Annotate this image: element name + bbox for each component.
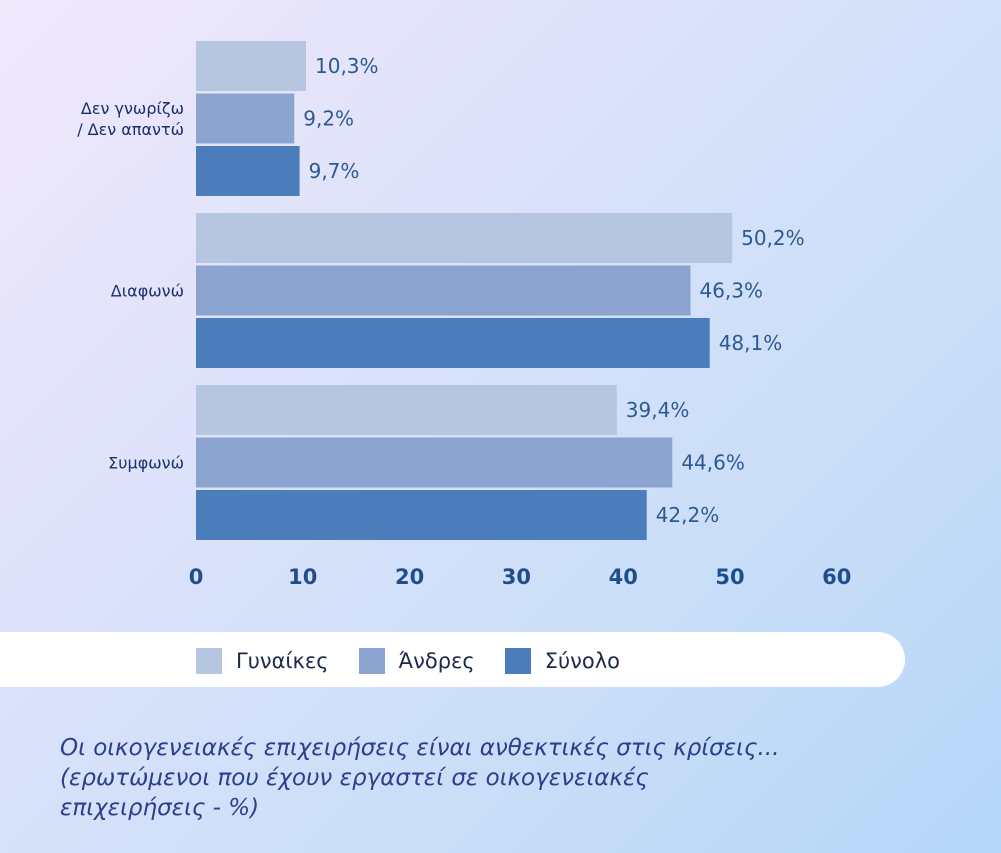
legend-swatch-men [358, 648, 385, 674]
category-label-disagree: Διαφωνώ [111, 282, 184, 301]
category-label-dont-know: Δεν γνωρίζω / Δεν απαντώ [77, 99, 184, 139]
legend-label-women: Γυναίκες [236, 649, 329, 673]
value-label-disagree-total: 48,1% [719, 331, 783, 355]
x-tick-label-30: 30 [502, 565, 531, 589]
x-tick-label-50: 50 [715, 565, 744, 589]
legend: Γυναίκες Άνδρες Σύνολο [196, 648, 620, 674]
value-label-agree-total: 42,2% [656, 503, 720, 527]
category-label-line: / Δεν απαντώ [77, 120, 184, 139]
bar-chart: 10,3% 9,2% 9,7% Δεν γνωρίζω / Δεν απαντώ 50,2… [77, 41, 851, 589]
chart-caption: Οι οικογενειακές επιχειρήσεις είναι ανθε… [60, 733, 860, 823]
value-label-dont-know-women: 10,3% [315, 54, 379, 78]
caption-line-2: (ερωτώμενοι που έχουν εργαστεί σε οικογε… [60, 765, 649, 791]
value-label-agree-men: 44,6% [681, 451, 745, 475]
legend-item-total: Σύνολο [504, 648, 620, 674]
bar-agree-total [196, 490, 647, 540]
value-label-disagree-women: 50,2% [741, 226, 805, 250]
bar-dont-know-total [196, 146, 300, 196]
bar-disagree-women [196, 213, 733, 263]
x-tick-label-60: 60 [822, 565, 851, 589]
x-tick-label-10: 10 [288, 565, 317, 589]
category-label-agree: Συμφωνώ [108, 454, 184, 473]
category-label-line: Συμφωνώ [108, 454, 184, 473]
value-label-dont-know-men: 9,2% [303, 107, 354, 131]
bar-agree-men [196, 437, 673, 488]
bar-dont-know-men [196, 93, 295, 144]
bar-disagree-men [196, 265, 691, 316]
bar-disagree-total [196, 318, 710, 368]
legend-label-men: Άνδρες [398, 649, 475, 673]
category-label-line: Διαφωνώ [111, 282, 184, 301]
legend-background [0, 632, 905, 687]
value-label-disagree-men: 46,3% [699, 279, 763, 303]
caption-line-1: Οι οικογενειακές επιχειρήσεις είναι ανθε… [60, 735, 780, 761]
value-label-agree-women: 39,4% [626, 398, 690, 422]
bar-dont-know-women [196, 41, 307, 91]
x-tick-label-40: 40 [609, 565, 638, 589]
category-label-line: Δεν γνωρίζω [81, 99, 184, 118]
caption-line-3: επιχειρήσεις - %) [60, 795, 260, 821]
value-label-dont-know-total: 9,7% [309, 159, 360, 183]
legend-item-men: Άνδρες [358, 648, 475, 674]
legend-item-women: Γυναίκες [196, 648, 329, 674]
legend-swatch-women [196, 648, 222, 674]
legend-label-total: Σύνολο [544, 649, 620, 673]
x-tick-label-20: 20 [395, 565, 424, 589]
legend-swatch-total [504, 648, 531, 674]
bar-agree-women [196, 385, 617, 435]
x-tick-label-0: 0 [189, 565, 204, 589]
